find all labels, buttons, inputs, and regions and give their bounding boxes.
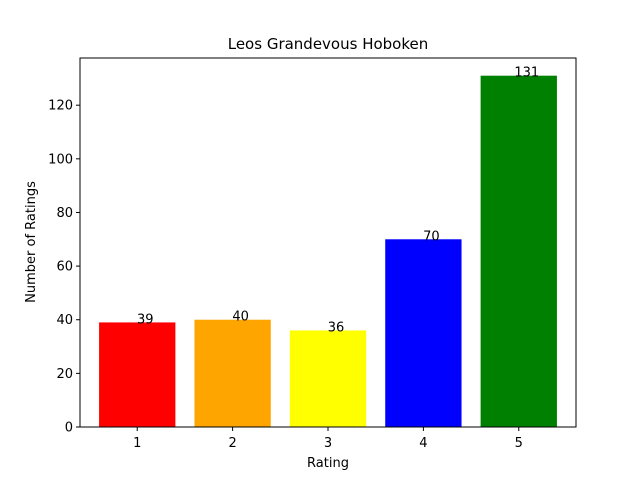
data-label-rating-3: 36 — [328, 320, 345, 335]
bars-group — [99, 75, 557, 427]
bar-rating-5 — [480, 75, 557, 427]
x-tick-label: 4 — [419, 436, 427, 451]
y-axis-label: Number of Ratings — [24, 181, 39, 303]
x-tick-label: 3 — [324, 436, 332, 451]
data-label-rating-5: 131 — [514, 66, 539, 81]
y-tick-label: 100 — [48, 152, 73, 167]
bar-rating-4 — [385, 239, 462, 427]
y-tick-label: 60 — [56, 260, 73, 275]
y-tick-label: 40 — [56, 313, 73, 328]
x-tick-label: 2 — [228, 436, 236, 451]
x-tick-label: 5 — [515, 436, 523, 451]
data-label-rating-4: 70 — [423, 229, 440, 244]
y-tick-label: 80 — [56, 206, 73, 221]
bar-rating-3 — [289, 330, 367, 427]
y-tick-label: 20 — [56, 367, 73, 382]
data-label-rating-2: 40 — [232, 310, 249, 325]
x-tick-label: 1 — [133, 436, 141, 451]
bar-rating-2 — [194, 319, 271, 427]
data-label-rating-1: 39 — [137, 312, 154, 327]
chart-title: Leos Grandevous Hoboken — [228, 35, 429, 53]
y-tick-label: 0 — [65, 421, 73, 436]
data-labels-group: 39 40 36 70 131 — [137, 66, 539, 336]
axes-group: 0 20 40 60 80 100 120 1 2 3 4 5 — [48, 57, 577, 451]
y-tick-label: 120 — [48, 99, 73, 114]
bar-rating-1 — [99, 322, 176, 427]
x-axis-label: Rating — [307, 456, 349, 471]
